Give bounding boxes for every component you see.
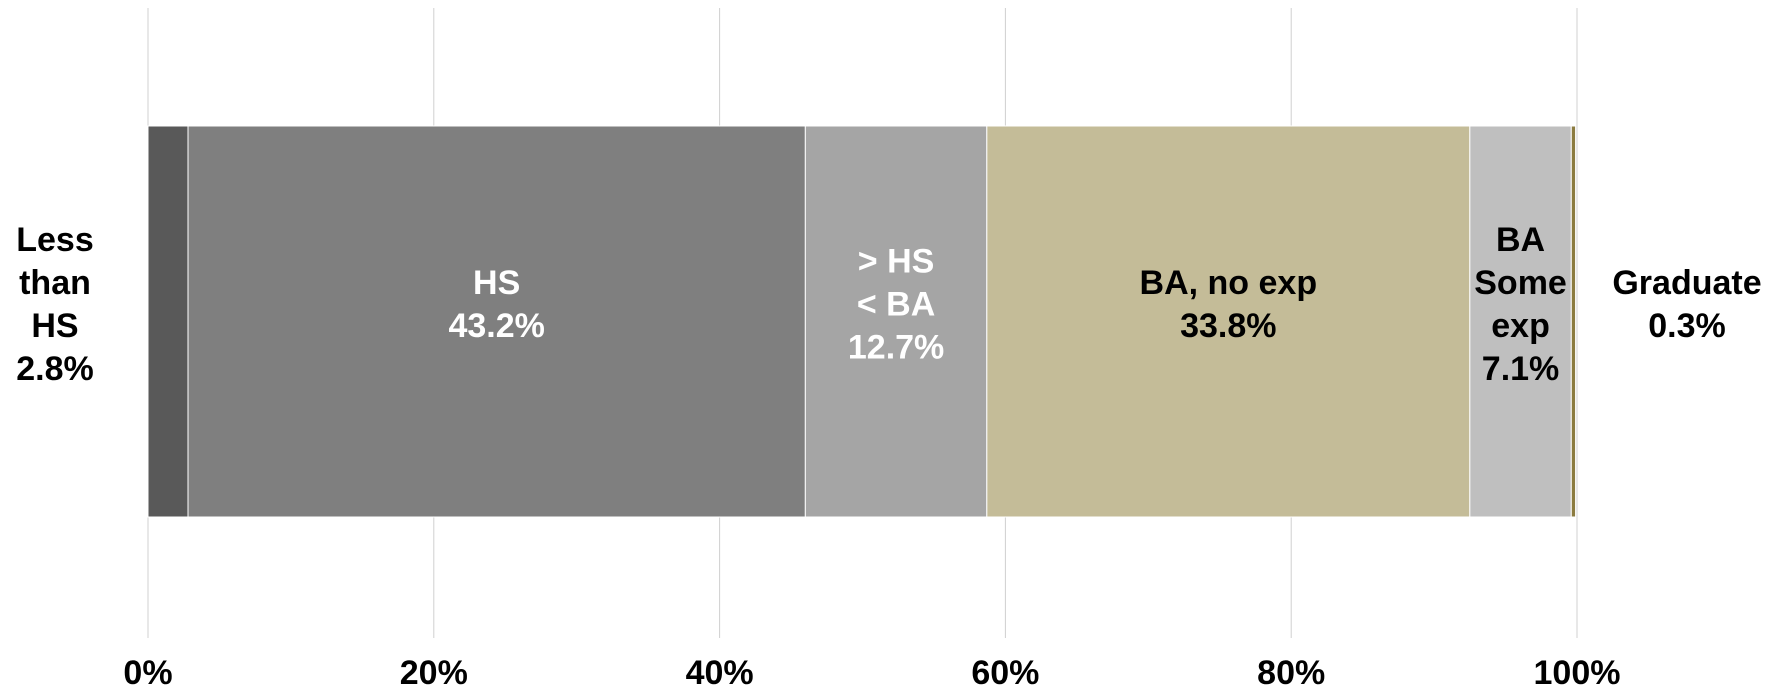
segment-label-line: 7.1% [1482,350,1560,388]
bar-segment [147,125,189,518]
x-tick-label: 60% [971,654,1039,687]
segment-labels: Less than HS 2.8% HS 43.2% > HS < BA 12.7% BA, no… [16,221,1761,388]
segment-data-label: Graduate 0.3% [1612,264,1761,345]
segment-label-line: exp [1491,307,1550,345]
segment-label-line: Graduate [1612,264,1761,302]
segment-label-line: HS [473,264,520,302]
segment-label-line: HS [31,307,78,345]
x-tick-label: 100% [1534,654,1621,687]
segment-data-label: BA, no exp 33.8% [1140,264,1318,345]
x-axis-tick-labels: 0% 20% 40% 60% 80% 100% [123,654,1620,687]
segment-label-line: > HS [858,243,935,281]
segment-data-label: HS 43.2% [448,264,544,345]
segment-data-label: Less than HS 2.8% [16,221,94,388]
bar-segment [187,125,806,518]
segment-label-line: 2.8% [16,350,94,388]
segment-data-label: BA Some exp 7.1% [1474,221,1567,388]
x-tick-label: 80% [1257,654,1325,687]
bar-segment [804,125,988,518]
segment-label-line: 12.7% [848,329,944,367]
segment-label-line: BA [1496,221,1545,259]
x-tick-label: 0% [123,654,172,687]
bar-segment [1570,125,1577,518]
segment-label-line: 33.8% [1180,307,1276,345]
x-tick-label: 40% [686,654,754,687]
segment-label-line: than [19,264,91,302]
x-tick-label: 20% [400,654,468,687]
segment-label-line: Less [16,221,94,259]
segment-label-line: 43.2% [448,307,544,345]
segment-label-line: Some [1474,264,1567,302]
segment-label-line: 0.3% [1648,307,1726,345]
segment-label-line: < BA [857,286,935,324]
segment-label-line: BA, no exp [1140,264,1318,302]
bar-segment [986,125,1471,518]
segment-data-label: > HS < BA 12.7% [848,243,944,367]
bar-segments [147,125,1577,518]
bar-segment [1469,125,1572,518]
